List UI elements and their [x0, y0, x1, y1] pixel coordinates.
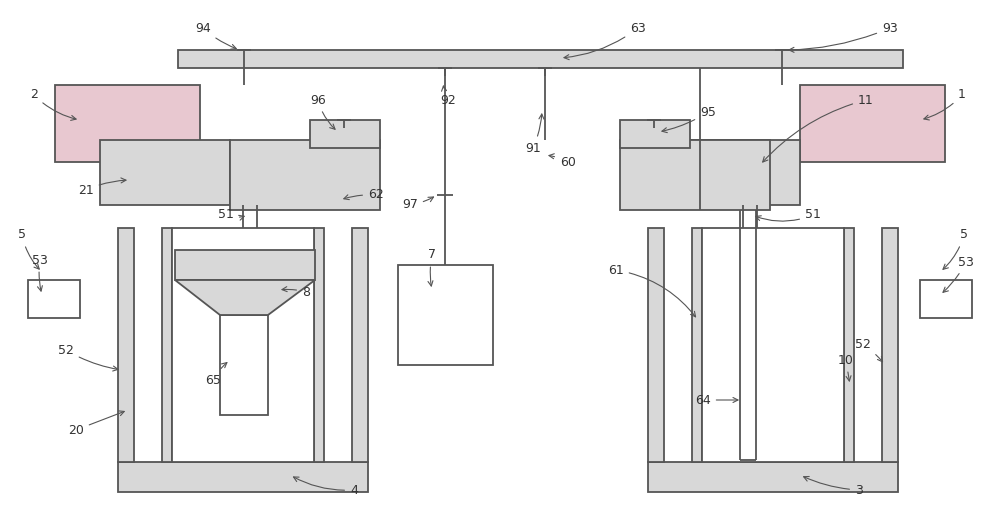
Bar	[314, 228, 324, 462]
Bar	[648, 228, 664, 462]
Text: 1: 1	[924, 89, 966, 120]
Bar	[28, 280, 80, 318]
Bar	[220, 315, 268, 415]
Bar	[55, 85, 200, 162]
Text: 8: 8	[282, 285, 310, 298]
Text: 97: 97	[402, 197, 434, 212]
Text: 2: 2	[30, 89, 76, 120]
Bar	[920, 280, 972, 318]
Text: 95: 95	[662, 105, 716, 133]
Bar	[230, 140, 380, 210]
Text: 63: 63	[564, 22, 646, 60]
Bar	[398, 265, 493, 365]
Bar	[175, 250, 315, 280]
Text: 65: 65	[205, 363, 227, 386]
Text: 93: 93	[789, 22, 898, 52]
Bar	[702, 228, 844, 462]
Text: 96: 96	[310, 93, 335, 130]
Bar	[648, 462, 898, 492]
Bar	[178, 50, 903, 68]
Bar	[352, 228, 368, 462]
Text: 92: 92	[440, 86, 456, 106]
Text: 11: 11	[763, 93, 874, 162]
Bar	[118, 462, 368, 492]
Bar	[118, 228, 134, 462]
Text: 10: 10	[838, 353, 854, 381]
Text: 51: 51	[218, 208, 244, 221]
Bar	[620, 140, 770, 210]
Text: 51: 51	[756, 208, 821, 221]
Text: 52: 52	[855, 338, 883, 362]
Text: 53: 53	[943, 255, 974, 293]
Text: 53: 53	[32, 253, 48, 291]
Bar	[882, 228, 898, 462]
Text: 20: 20	[68, 411, 124, 437]
Bar	[162, 228, 172, 462]
Text: 94: 94	[195, 22, 236, 49]
Text: 5: 5	[943, 229, 968, 269]
Text: 21: 21	[78, 178, 126, 197]
Text: 91: 91	[525, 114, 544, 154]
Text: 7: 7	[428, 249, 436, 286]
Bar	[310, 120, 380, 148]
Text: 62: 62	[344, 188, 384, 202]
Bar	[800, 85, 945, 162]
Text: 64: 64	[695, 394, 738, 407]
Polygon shape	[175, 280, 315, 315]
Text: 3: 3	[804, 476, 863, 496]
Bar	[172, 228, 314, 462]
Text: 61: 61	[608, 264, 696, 317]
Text: 4: 4	[294, 477, 358, 496]
Bar	[692, 228, 702, 462]
Bar	[844, 228, 854, 462]
Text: 60: 60	[549, 154, 576, 169]
Bar	[100, 140, 230, 205]
Text: 52: 52	[58, 344, 118, 371]
Bar	[670, 140, 800, 205]
Bar	[620, 120, 690, 148]
Text: 5: 5	[18, 229, 39, 269]
